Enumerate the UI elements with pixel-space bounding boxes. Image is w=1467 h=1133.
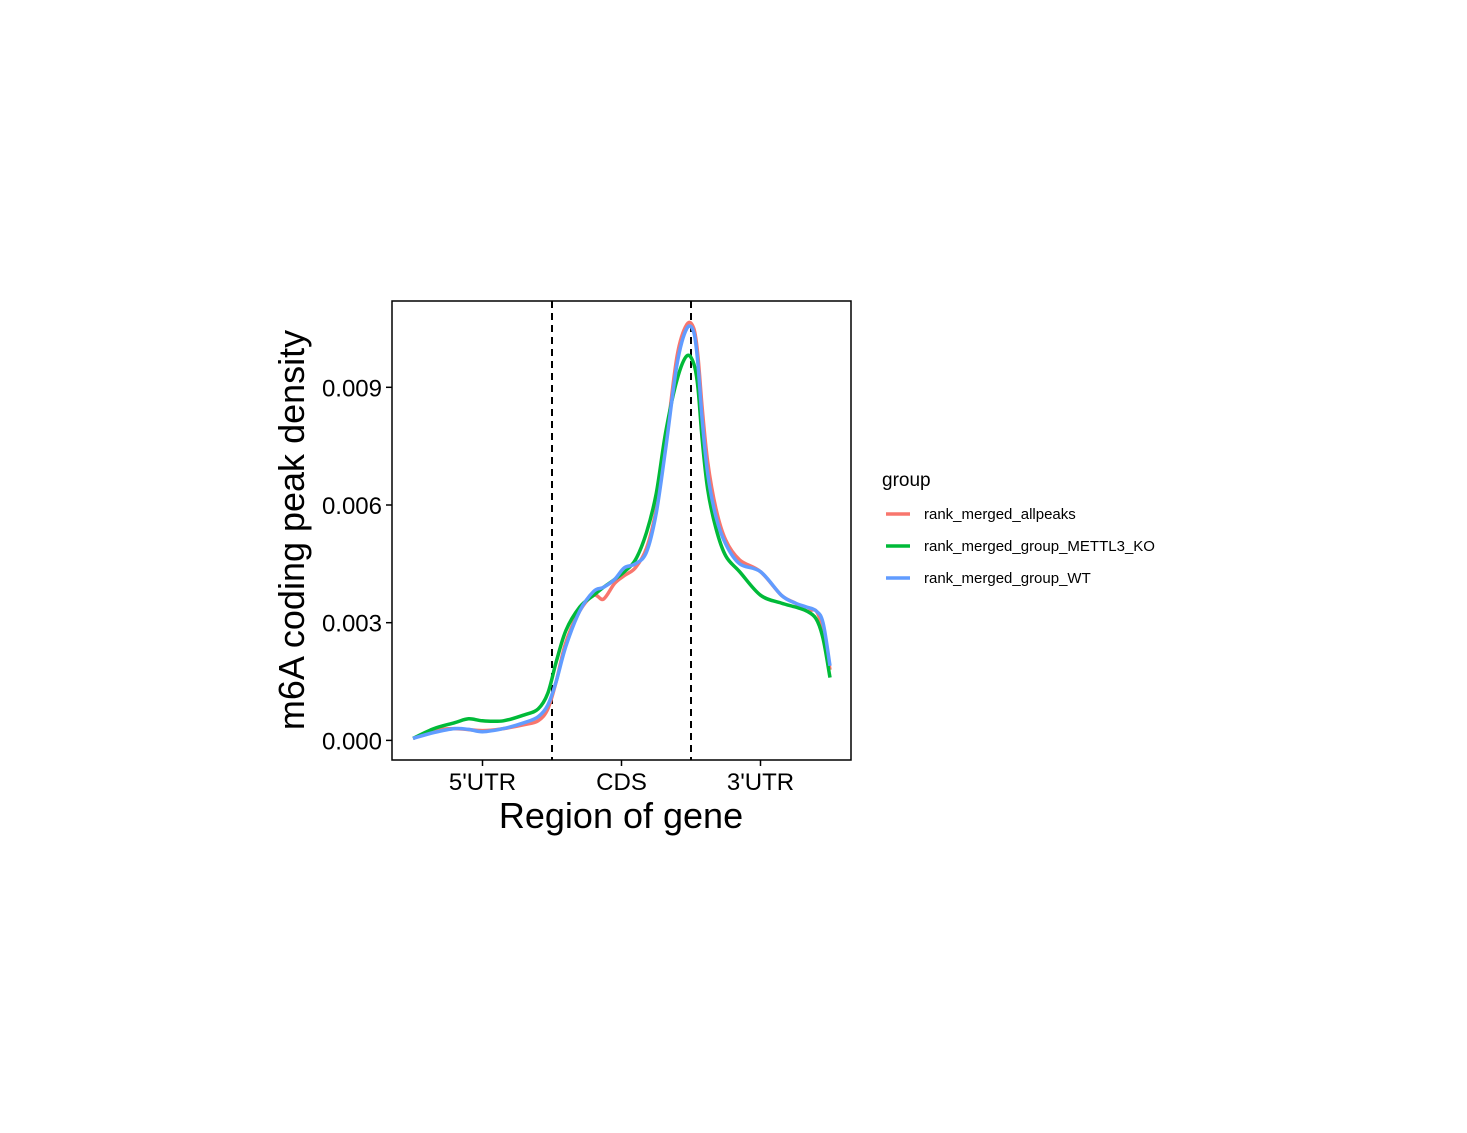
x-tick-label-3: 3'UTR	[727, 769, 794, 796]
y-tick-label-4: 0.009	[322, 375, 382, 402]
legend-title: group	[882, 470, 931, 491]
region-boundaries	[551, 301, 692, 760]
legend: group rank_merged_allpeaks rank_merged_gr…	[882, 470, 1155, 587]
panel-border	[391, 300, 852, 761]
legend-label-2: rank_merged_group_METTL3_KO	[924, 538, 1155, 555]
series-lines	[412, 320, 832, 741]
series-line-3	[412, 324, 832, 741]
series-line-2	[412, 353, 832, 740]
x-tick-label-1: 5'UTR	[449, 769, 516, 796]
x-tick-label-2: CDS	[596, 769, 647, 796]
legend-label-1: rank_merged_allpeaks	[924, 506, 1076, 523]
x-axis: 5'UTR CDS 3'UTR	[449, 760, 794, 796]
y-tick-label-2: 0.003	[322, 611, 382, 638]
legend-label-3: rank_merged_group_WT	[924, 570, 1091, 587]
y-tick-label-1: 0.000	[322, 728, 382, 755]
x-axis-title: Region of gene	[499, 795, 743, 836]
y-axis: 0.000 0.003 0.006 0.009	[322, 375, 392, 755]
y-axis-title: m6A coding peak density	[271, 330, 312, 730]
y-tick-label-3: 0.006	[322, 493, 382, 520]
